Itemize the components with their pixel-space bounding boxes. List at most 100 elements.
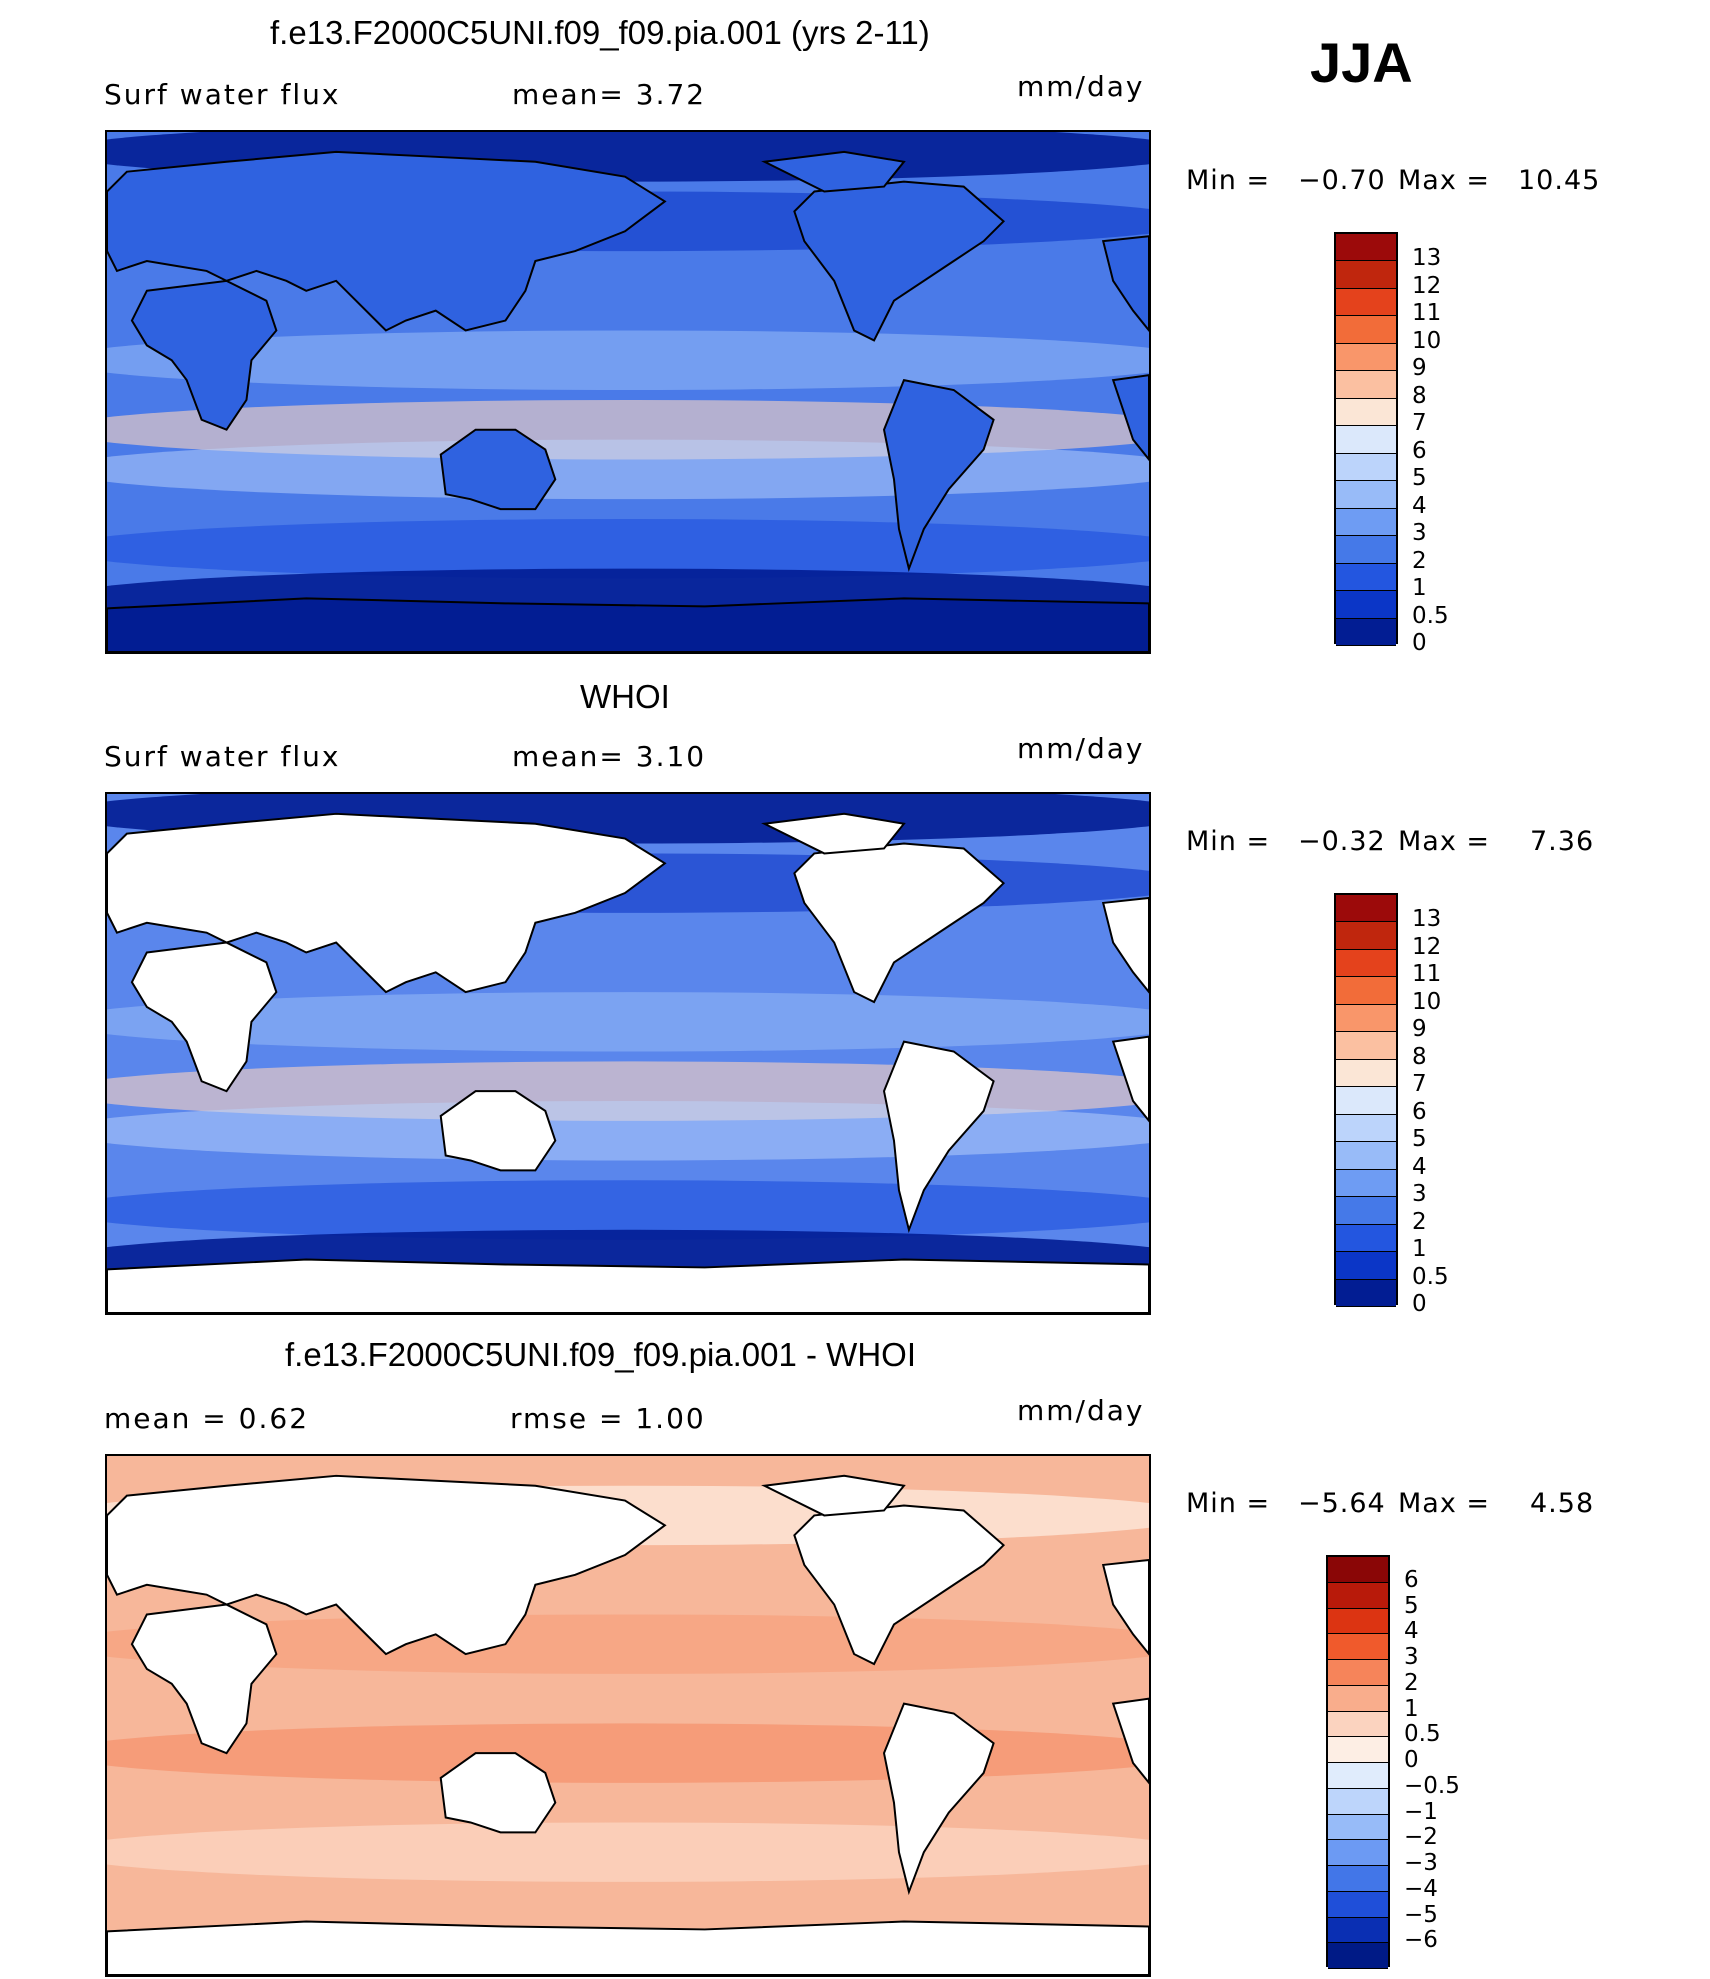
panel-obs-variable-label: Surf water flux — [104, 740, 341, 773]
colorbar-tick-label: 0 — [1412, 1291, 1427, 1317]
colorbar-swatch — [1328, 1660, 1388, 1686]
colorbar-swatch — [1336, 1114, 1396, 1143]
panel-obs-min-label: Min = — [1186, 826, 1271, 857]
panel-diff-max-label: Max = — [1398, 1488, 1491, 1519]
colorbar-swatch — [1336, 922, 1396, 950]
panel-model-colorbar — [1334, 232, 1398, 646]
field-band — [107, 1101, 1149, 1161]
colorbar-tick-label: −6 — [1404, 1927, 1438, 1954]
colorbar-tick-label: 11 — [1412, 300, 1442, 327]
colorbar-tick-label: 9 — [1412, 1016, 1427, 1043]
colorbar-tick-label: 0 — [1412, 630, 1427, 656]
colorbar-tick-label: 6 — [1412, 1098, 1427, 1125]
field-band — [107, 1180, 1149, 1240]
colorbar-swatch — [1328, 1557, 1388, 1583]
panel-model-mean-label: mean= 3.72 — [512, 78, 707, 111]
colorbar-swatch — [1336, 508, 1396, 537]
colorbar-swatch — [1328, 1840, 1388, 1866]
panel-obs-mean-label: mean= 3.10 — [512, 740, 707, 773]
panel-model-max-value: 10.45 — [1518, 165, 1601, 196]
panel-model-variable-label: Surf water flux — [104, 78, 341, 111]
field-band — [107, 992, 1149, 1052]
colorbar-tick-label: −0.5 — [1404, 1772, 1460, 1799]
colorbar-swatch — [1336, 261, 1396, 289]
panel-diff-rmse-label: rmse = 1.00 — [510, 1402, 706, 1435]
colorbar-swatch — [1328, 1634, 1388, 1660]
panel-diff-units: mm/day — [1017, 1394, 1145, 1427]
continent-outline — [130, 279, 278, 431]
colorbar-swatch — [1328, 1737, 1388, 1763]
field-band — [107, 519, 1149, 579]
colorbar-tick-label: 11 — [1412, 961, 1442, 988]
colorbar-tick-label: 10 — [1412, 988, 1442, 1015]
continent-outline — [793, 1504, 1006, 1666]
continent-outline — [793, 180, 1006, 342]
colorbar-tick-label: 3 — [1412, 1181, 1427, 1208]
panel-diff-colorbar — [1326, 1555, 1390, 1969]
continent-outline — [761, 1474, 906, 1517]
panel-obs-title: WHOI — [580, 678, 670, 715]
continent-outline — [107, 597, 1149, 652]
colorbar-swatch — [1336, 536, 1396, 564]
colorbar-swatch — [1328, 1891, 1388, 1918]
colorbar-swatch — [1328, 1608, 1388, 1635]
colorbar-swatch — [1336, 977, 1396, 1005]
colorbar-swatch — [1336, 1059, 1396, 1088]
continent-outline — [439, 1752, 557, 1834]
panel-obs-units: mm/day — [1017, 732, 1145, 765]
colorbar-tick-label: 1 — [1412, 1236, 1427, 1263]
panel-model-min-label: Min = — [1186, 165, 1271, 196]
continent-outline — [1111, 1035, 1149, 1123]
continent-outline — [439, 1090, 557, 1172]
continent-outline — [107, 1474, 667, 1656]
panel-model-min-value: −0.70 — [1298, 165, 1386, 196]
continent-outline — [130, 941, 278, 1093]
continent-outline — [761, 150, 906, 193]
colorbar-tick-label: 7 — [1412, 410, 1427, 437]
colorbar-tick-label: −2 — [1404, 1824, 1438, 1851]
continent-outline — [130, 1603, 278, 1755]
colorbar-swatch — [1336, 618, 1396, 646]
panel-diff-title: f.e13.F2000C5UNI.f09_f09.pia.001 - WHOI — [285, 1336, 916, 1373]
map-svg — [107, 794, 1149, 1313]
colorbar-tick-label: 12 — [1412, 272, 1442, 299]
colorbar-tick-label: −1 — [1404, 1798, 1438, 1825]
panel-obs-max-value: 7.36 — [1530, 826, 1595, 857]
continent-outline — [882, 1040, 995, 1234]
colorbar-tick-label: 1 — [1404, 1695, 1419, 1722]
colorbar-tick-label: 0.5 — [1404, 1721, 1441, 1748]
season-label: JJA — [1310, 31, 1413, 94]
colorbar-swatch — [1328, 1763, 1388, 1789]
continent-outline — [107, 1258, 1149, 1313]
colorbar-tick-label: −5 — [1404, 1901, 1438, 1928]
continent-outline — [1101, 897, 1149, 994]
colorbar-tick-label: 8 — [1412, 1043, 1427, 1070]
colorbar-swatch — [1336, 343, 1396, 372]
colorbar-tick-label: 13 — [1412, 245, 1442, 272]
colorbar-swatch — [1336, 591, 1396, 619]
colorbar-tick-label: 5 — [1404, 1592, 1419, 1619]
colorbar-tick-label: 0.5 — [1412, 1263, 1449, 1290]
colorbar-tick-label: 4 — [1404, 1618, 1419, 1645]
colorbar-swatch — [1336, 234, 1396, 262]
colorbar-tick-label: −4 — [1404, 1875, 1438, 1902]
continent-outline — [1111, 1697, 1149, 1785]
colorbar-tick-label: 5 — [1412, 465, 1427, 492]
panel-diff-mean-label: mean = 0.62 — [104, 1402, 310, 1435]
colorbar-swatch — [1336, 563, 1396, 592]
colorbar-tick-label: 2 — [1412, 547, 1427, 574]
colorbar-swatch — [1328, 1788, 1388, 1815]
colorbar-swatch — [1336, 398, 1396, 427]
colorbar-swatch — [1336, 949, 1396, 978]
colorbar-swatch — [1336, 1279, 1396, 1307]
colorbar-swatch — [1336, 426, 1396, 454]
colorbar-tick-label: 4 — [1412, 492, 1427, 519]
field-band — [107, 330, 1149, 391]
panel-obs-min-value: −0.32 — [1298, 826, 1386, 857]
continent-outline — [107, 1920, 1149, 1975]
continent-outline — [761, 812, 906, 855]
colorbar-tick-label: 2 — [1404, 1669, 1419, 1696]
colorbar-swatch — [1336, 1224, 1396, 1253]
colorbar-swatch — [1336, 316, 1396, 344]
continent-outline — [882, 378, 995, 572]
